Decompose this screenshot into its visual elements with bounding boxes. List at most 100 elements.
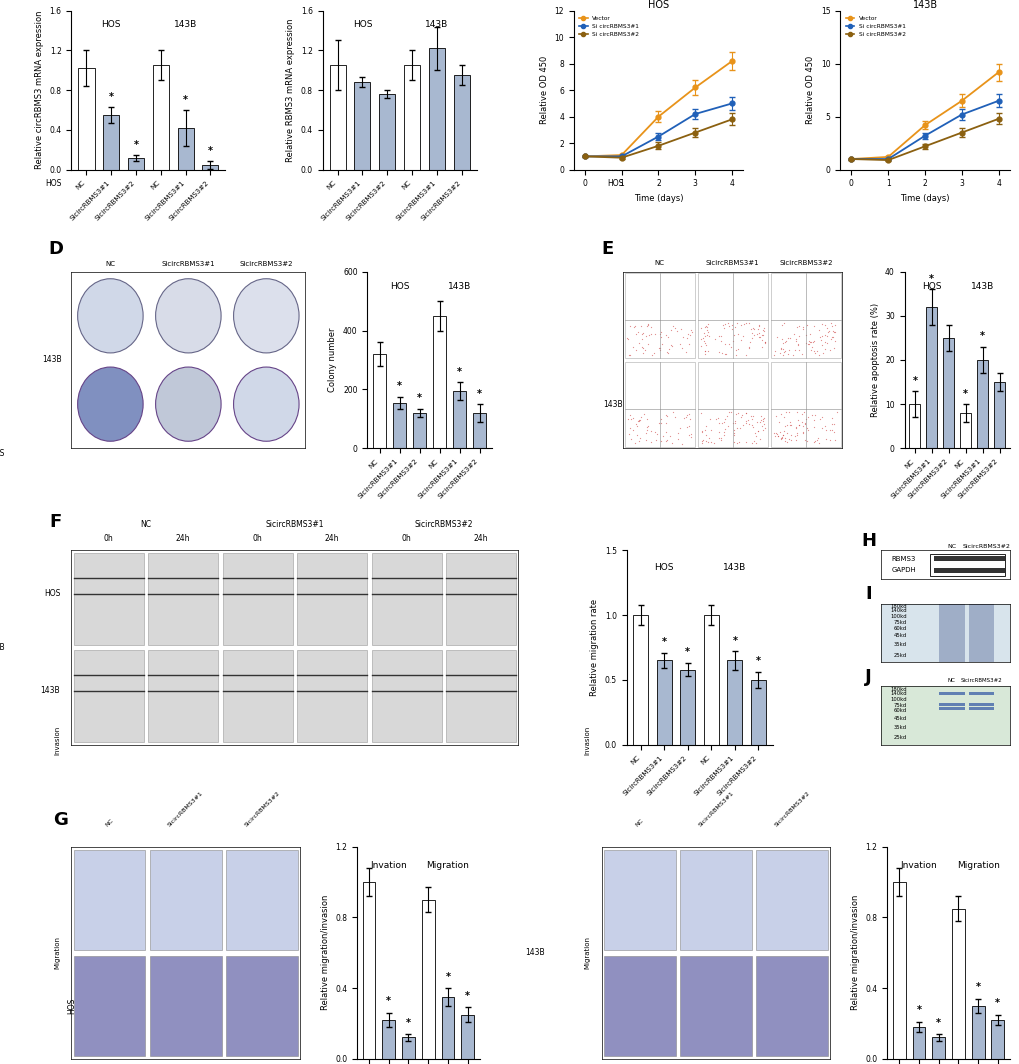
Text: *: * — [935, 1017, 941, 1028]
Bar — [943, 338, 953, 448]
Point — [816, 327, 833, 344]
Point — [633, 331, 649, 348]
Text: HOS: HOS — [353, 19, 372, 29]
Point — [751, 316, 767, 333]
Point — [777, 434, 794, 451]
Bar — [222, 553, 292, 645]
Text: SicircRBMS3#2: SicircRBMS3#2 — [779, 261, 832, 266]
Point — [774, 426, 791, 443]
Point — [620, 410, 636, 427]
Point — [756, 420, 772, 437]
Text: HOS: HOS — [67, 997, 75, 1014]
Point — [828, 403, 845, 420]
Point — [774, 335, 791, 352]
Point — [660, 340, 677, 358]
Text: 0h: 0h — [401, 533, 411, 543]
Point — [725, 427, 741, 444]
Text: F: F — [49, 513, 61, 531]
Bar — [150, 955, 221, 1055]
Point — [658, 408, 675, 425]
Bar — [452, 390, 466, 448]
Point — [619, 330, 635, 347]
Point — [626, 318, 642, 335]
Point — [696, 343, 712, 360]
Text: 100kd: 100kd — [890, 614, 906, 619]
Text: 24h: 24h — [473, 533, 488, 543]
Point — [665, 319, 682, 336]
Point — [727, 415, 743, 432]
Text: SicircRBMS3#1: SicircRBMS3#1 — [167, 791, 204, 828]
Text: *: * — [386, 996, 391, 1007]
Point — [776, 433, 793, 450]
Point — [805, 317, 821, 334]
Point — [718, 408, 735, 425]
Point — [662, 321, 679, 338]
Point — [729, 404, 745, 421]
Text: HOS: HOS — [606, 179, 623, 188]
Bar — [202, 165, 218, 169]
Point — [811, 332, 827, 349]
Point — [632, 409, 648, 426]
Point — [790, 328, 806, 345]
Text: 143B: 143B — [425, 19, 448, 29]
Bar — [892, 882, 905, 1059]
Point — [753, 408, 769, 425]
Point — [697, 427, 713, 444]
Point — [824, 339, 841, 356]
Point — [781, 330, 797, 347]
Point — [744, 434, 760, 451]
Point — [699, 323, 715, 340]
Point — [774, 315, 791, 332]
Point — [766, 427, 783, 444]
Point — [824, 415, 841, 432]
Point — [621, 347, 637, 364]
Point — [790, 416, 806, 433]
Bar — [297, 650, 367, 742]
Point — [629, 427, 645, 444]
Point — [739, 412, 755, 429]
Point — [791, 342, 807, 359]
Bar — [968, 556, 1004, 562]
Bar — [441, 997, 453, 1059]
Bar — [968, 568, 1004, 573]
Text: 140kd: 140kd — [890, 609, 906, 613]
Point — [773, 429, 790, 446]
Point — [747, 435, 763, 452]
Point — [770, 414, 787, 431]
Point — [816, 333, 833, 350]
Point — [813, 409, 829, 426]
Point — [710, 429, 727, 446]
Point — [705, 434, 721, 451]
Circle shape — [156, 367, 221, 442]
Point — [816, 340, 833, 358]
Point — [639, 317, 655, 334]
Text: HOS: HOS — [389, 282, 409, 292]
Point — [813, 316, 829, 333]
Point — [620, 331, 636, 348]
Point — [721, 339, 738, 356]
Bar — [976, 360, 987, 448]
Point — [751, 414, 767, 431]
Text: 0h: 0h — [104, 533, 113, 543]
Point — [823, 323, 840, 340]
Bar — [951, 909, 964, 1059]
Point — [800, 336, 816, 353]
Point — [727, 405, 743, 422]
Point — [797, 414, 813, 431]
Point — [646, 326, 662, 343]
Point — [797, 416, 813, 433]
Point — [715, 319, 732, 336]
Point — [756, 333, 772, 350]
Bar — [750, 680, 765, 745]
Point — [624, 410, 640, 427]
Point — [622, 347, 638, 364]
Point — [790, 416, 806, 433]
Bar — [127, 157, 144, 169]
Point — [795, 321, 811, 338]
Point — [751, 329, 767, 346]
Point — [621, 406, 637, 423]
Point — [805, 343, 821, 360]
Point — [659, 344, 676, 361]
Point — [740, 339, 756, 356]
Point — [789, 425, 805, 442]
